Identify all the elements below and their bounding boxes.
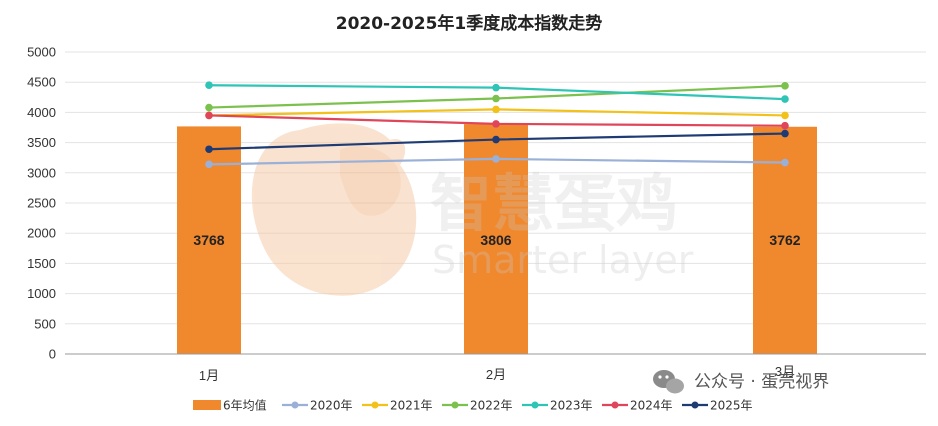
y-tick-label: 3500	[27, 135, 56, 150]
bar-data-label: 3806	[480, 232, 511, 248]
x-tick-label: 1月	[199, 368, 219, 383]
data-point	[781, 158, 789, 167]
chart-title: 2020-2025年1季度成本指数走势	[336, 13, 603, 34]
legend-item: 6年均值	[193, 398, 267, 413]
account-text: 公众号 · 蛋壳视界	[694, 372, 829, 392]
y-tick-label: 2500	[27, 196, 56, 211]
legend-label: 2021年	[390, 399, 433, 413]
legend-swatch	[193, 400, 221, 410]
y-tick-label: 4500	[27, 75, 56, 90]
legend-marker	[371, 401, 379, 409]
line-series-group	[205, 111, 789, 130]
legend: 6年均值 2020年 2021年 2022年 2023年 2024年 2025年	[193, 398, 753, 413]
line-series-group	[205, 82, 789, 112]
legend-marker	[451, 401, 459, 409]
data-point	[492, 120, 500, 128]
y-tick-label: 0	[49, 347, 56, 362]
legend-marker	[691, 401, 699, 409]
y-tick-label: 500	[34, 316, 56, 331]
x-tick-label: 3月	[775, 364, 795, 379]
data-point	[492, 155, 500, 163]
wechat-icon	[653, 370, 684, 394]
account-watermark: 公众号 · 蛋壳视界	[653, 370, 829, 394]
data-point	[781, 111, 789, 120]
data-point	[205, 81, 213, 90]
y-tick-label: 4000	[27, 105, 56, 120]
data-point	[492, 83, 500, 92]
y-tick-label: 5000	[27, 45, 56, 60]
data-point	[492, 135, 500, 144]
x-tick-label: 2月	[486, 367, 506, 382]
line-series	[205, 81, 789, 169]
y-tick-label: 2000	[27, 226, 56, 241]
line-series-group	[205, 81, 789, 103]
legend-label: 2023年	[550, 399, 593, 413]
data-point	[492, 105, 500, 114]
watermark-logo: 智慧蛋鸡 Smarter layer	[251, 123, 694, 296]
y-tick-label: 1500	[27, 256, 56, 271]
legend-marker	[291, 401, 299, 409]
data-point	[781, 121, 789, 130]
bar-data-label: 3768	[193, 232, 224, 248]
legend-label: 2022年	[470, 399, 513, 413]
x-axis: 1月 2月 3月	[199, 364, 795, 383]
legend-item: 2021年	[362, 399, 433, 413]
data-point	[205, 103, 213, 112]
line-series-group	[205, 155, 789, 169]
legend-item: 2025年	[682, 399, 753, 413]
legend-label: 2020年	[310, 399, 353, 413]
watermark-logo-text: 智慧蛋鸡	[430, 167, 678, 240]
legend-item: 2024年	[602, 399, 673, 413]
legend-item: 2020年	[282, 399, 353, 413]
line-series-group	[205, 129, 789, 154]
data-point	[205, 160, 213, 169]
chicken-head-icon	[340, 146, 401, 216]
legend-item: 2023年	[522, 399, 593, 413]
y-axis: 0 500 1000 1500 2000 2500 3000 3500 4000 4500 5000	[27, 45, 56, 362]
legend-marker	[531, 401, 539, 409]
data-point	[781, 82, 789, 90]
legend-label: 2025年	[710, 399, 753, 413]
watermark-logo-subtext: Smarter layer	[432, 238, 694, 282]
legend-label: 2024年	[630, 399, 673, 413]
chicken-logo-icon	[251, 123, 417, 296]
data-point	[492, 94, 500, 103]
y-tick-label: 1000	[27, 286, 56, 301]
bar-data-label: 3762	[769, 232, 800, 248]
data-point	[781, 95, 789, 103]
data-point	[781, 129, 789, 138]
legend-item: 2022年	[442, 399, 513, 413]
data-point	[205, 145, 213, 154]
legend-label: 6年均值	[223, 398, 267, 413]
y-tick-label: 3000	[27, 165, 56, 180]
bar-data-labels: 3768 3806 3762	[193, 232, 800, 248]
legend-marker	[611, 401, 619, 409]
data-point	[205, 111, 213, 120]
